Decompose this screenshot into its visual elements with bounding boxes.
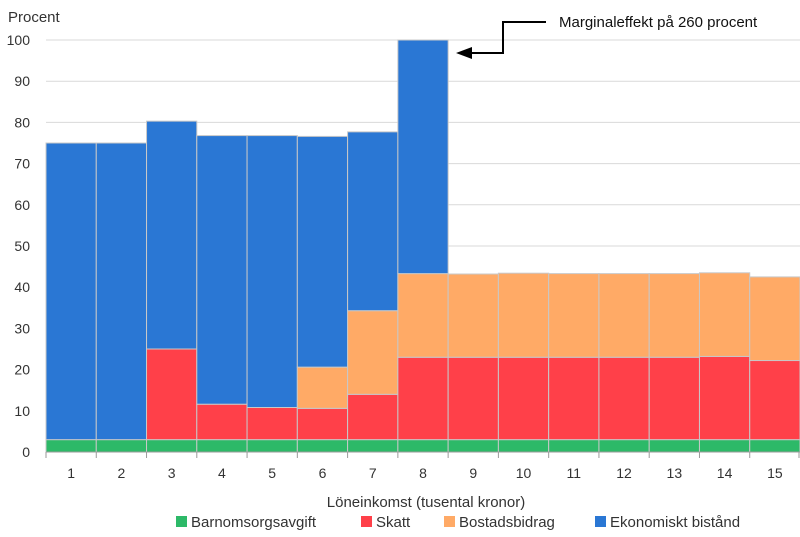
bar-segment: [95, 439, 148, 453]
legend-label: Bostadsbidrag: [459, 514, 555, 531]
bar-segment: [497, 356, 550, 441]
legend-swatch: [444, 516, 455, 527]
bar-segment: [548, 356, 600, 441]
x-axis-ticks: 1 2 3 4 5 6 7 8 9 10 11 12 13 14 15: [45, 452, 800, 481]
x-tick-label: 8: [419, 465, 427, 481]
bar-segment: [246, 135, 298, 409]
x-tick-label: 1: [67, 465, 75, 481]
x-tick-label: 2: [118, 465, 126, 481]
bar-segment: [347, 131, 399, 312]
bar-segment: [146, 120, 198, 350]
y-tick-label: 0: [22, 444, 30, 460]
x-tick-label: 9: [469, 465, 477, 481]
legend-swatch: [176, 516, 187, 527]
x-tick-label: 12: [616, 465, 632, 481]
bar-segment: [548, 273, 600, 358]
y-axis-ticks: 0 10 20 30 40 50 60 70 80 90 100: [7, 32, 31, 460]
legend-label: Ekonomiskt bistånd: [610, 514, 740, 531]
bar-segment: [347, 439, 399, 453]
annotation-leader-line: [472, 21, 546, 54]
bar-segment: [196, 439, 248, 453]
bar-segment: [347, 310, 399, 395]
bar-segment: [397, 273, 449, 358]
x-tick-label: 6: [319, 465, 327, 481]
bar-segment: [196, 135, 248, 405]
bar-segment: [95, 142, 148, 441]
x-tick-label: 3: [168, 465, 176, 481]
x-tick-label: 7: [369, 465, 377, 481]
bar-segment: [648, 273, 700, 358]
bar-segment: [45, 142, 97, 441]
x-tick-label: 5: [268, 465, 276, 481]
legend-label: Barnomsorgsavgift: [191, 514, 317, 531]
bar-segment: [246, 407, 298, 441]
y-tick-label: 100: [7, 32, 31, 48]
x-tick-label: 4: [218, 465, 226, 481]
legend-swatch: [595, 516, 606, 527]
legend-label: Skatt: [376, 514, 411, 531]
bar-segment: [598, 273, 650, 358]
y-tick-label: 50: [14, 238, 30, 254]
bar-segment: [698, 272, 751, 357]
bar-segment: [548, 439, 600, 453]
bar-segment: [648, 356, 700, 441]
bar-segment: [296, 407, 349, 441]
bar-segment: [447, 356, 499, 441]
bar-segment: [146, 348, 198, 441]
bar-segment: [497, 439, 550, 453]
bar-segment: [447, 439, 499, 453]
bar-segment: [598, 439, 650, 453]
bar-segment: [246, 439, 298, 453]
y-tick-label: 40: [14, 279, 30, 295]
bar-segment: [397, 356, 449, 441]
y-tick-label: 10: [14, 403, 30, 419]
y-tick-label: 20: [14, 362, 30, 378]
bar-segment: [146, 439, 198, 453]
x-tick-label: 10: [516, 465, 532, 481]
bar-segment: [749, 439, 800, 453]
y-tick-label: 90: [14, 73, 30, 89]
y-tick-label: 60: [14, 197, 30, 213]
bar-segment: [397, 439, 449, 453]
legend: Barnomsorgsavgift Skatt Bostadsbidrag Ekono…: [176, 514, 740, 531]
x-tick-label: 11: [567, 465, 582, 481]
y-tick-label: 80: [14, 114, 30, 130]
y-tick-label: 70: [14, 156, 30, 172]
bar-segment: [196, 403, 248, 441]
bar-segment: [296, 439, 349, 453]
annotation-arrowhead: [456, 47, 472, 59]
bar-segment: [598, 356, 650, 441]
bar-segment: [447, 273, 499, 358]
bar-segment: [749, 360, 800, 441]
x-tick-label: 15: [767, 465, 783, 481]
x-axis-title: Löneinkomst (tusental kronor): [327, 494, 525, 511]
bar-segment: [296, 135, 349, 368]
annotation: Marginaleffekt på 260 procent: [456, 14, 758, 59]
x-tick-label: 13: [667, 465, 683, 481]
bar-segment: [397, 39, 449, 275]
bar-segment: [296, 366, 349, 409]
bar-segment: [45, 439, 97, 453]
bar-segment: [698, 439, 751, 453]
legend-swatch: [361, 516, 372, 527]
x-tick-label: 14: [717, 465, 733, 481]
bar-segment: [347, 393, 399, 441]
bar-segment: [648, 439, 700, 453]
bar-segment: [698, 355, 751, 441]
y-axis-title: Procent: [8, 9, 61, 26]
bar-segment: [749, 276, 800, 362]
y-tick-label: 30: [14, 320, 30, 336]
bars: [45, 39, 800, 453]
annotation-text: Marginaleffekt på 260 procent: [559, 14, 758, 31]
bar-segment: [497, 272, 550, 358]
